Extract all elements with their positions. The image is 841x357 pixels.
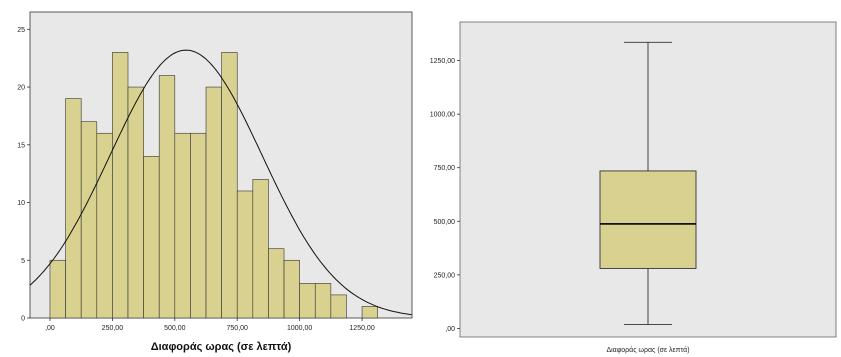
histogram-chart: 0 5 10 15 20 25 ,00 250,00 500,00 750,00 1000,00 12… [0, 0, 420, 357]
histogram-bar [252, 179, 269, 319]
y-tick-label: 15 [17, 142, 25, 149]
y-tick-label: 20 [17, 85, 25, 92]
histogram-bar [49, 259, 66, 319]
x-axis-label: Διαφοράς ωρας (σε λεπτά) [606, 346, 689, 354]
y-tick-label: 1000,00 [430, 112, 455, 119]
x-tick-label: 1000,00 [287, 325, 312, 332]
histogram-bar [143, 156, 160, 319]
histogram-bar [112, 52, 129, 319]
x-tick-label: 500,00 [164, 325, 186, 332]
x-tick-label: 750,00 [227, 325, 249, 332]
x-tick-label: ,00 [45, 325, 55, 332]
y-tick-label: 750,00 [434, 165, 456, 172]
y-tick-label: 250,00 [434, 272, 456, 279]
boxplot-svg: ,00 250,00 500,00 750,00 1000,00 1250,00 Διαφο… [430, 21, 837, 354]
x-tick-label: 250,00 [102, 325, 124, 332]
boxplot-chart: ,00 250,00 500,00 750,00 1000,00 1250,00 Διαφο… [420, 0, 841, 357]
histogram-bar [190, 132, 207, 319]
y-tick-label: 5 [21, 258, 25, 265]
histogram-bar [96, 132, 113, 319]
histogram-bar [361, 306, 378, 319]
x-axis-label: Διαφοράς ωρας (σε λεπτά) [151, 341, 292, 353]
y-tick-label: 500,00 [434, 219, 456, 226]
histogram-bar [314, 283, 332, 319]
x-tick-label: 1250,00 [349, 325, 374, 332]
histogram-bar [283, 259, 300, 319]
histogram-bar [65, 98, 82, 319]
histogram-bar [158, 75, 176, 319]
y-tick-label: ,00 [445, 326, 455, 333]
histogram-bar [268, 248, 285, 319]
y-tick-label: 1250,00 [430, 58, 455, 65]
histogram-svg: 0 5 10 15 20 25 ,00 250,00 500,00 750,00 1000,00 12… [17, 11, 413, 353]
y-tick-label: 0 [21, 316, 25, 323]
histogram-bar [80, 121, 98, 319]
histogram-bar [174, 132, 191, 319]
histogram-bar [221, 52, 238, 319]
histogram-bar [330, 294, 347, 319]
histogram-bar [127, 86, 144, 319]
normal-curve [29, 49, 412, 316]
y-tick-label: 25 [17, 27, 25, 34]
y-tick-label: 10 [17, 200, 25, 207]
histogram-bar [299, 283, 316, 319]
histogram-bar [236, 190, 254, 319]
histogram-bar [205, 86, 222, 319]
iqr-box [599, 170, 697, 269]
